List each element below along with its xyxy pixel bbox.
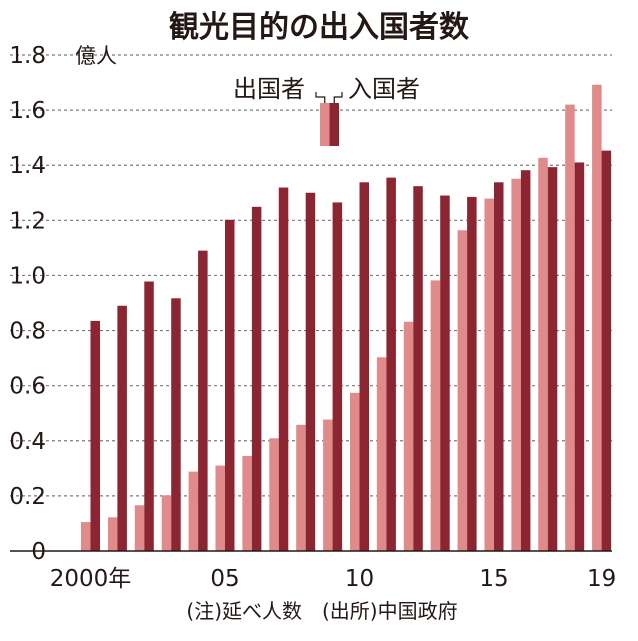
bar-inbound-2002: [144, 281, 154, 551]
legend-label-inbound: 入国者: [348, 75, 420, 103]
bar-outbound-2013: [430, 280, 441, 551]
legend-swatch-inbound: [329, 103, 339, 146]
bar-outbound-2005: [215, 465, 225, 551]
x-tick-label: 2000年: [50, 566, 132, 592]
legend-leader-outbound: [315, 92, 326, 103]
bar-outbound-2019: [592, 84, 602, 551]
bar-inbound-2010: [359, 182, 369, 551]
x-tick-label: 05: [210, 566, 239, 592]
bar-inbound-2011: [386, 177, 396, 551]
bar-inbound-2013: [440, 195, 450, 552]
bar-inbound-2017: [547, 167, 558, 551]
x-axis-ticks: 2000年 05 10 15 19: [50, 566, 617, 592]
x-tick-label: 15: [479, 566, 508, 592]
bar-outbound-2018: [565, 104, 575, 551]
y-tick-label: 1.6: [9, 98, 46, 124]
legend-label-outbound: 出国者: [233, 75, 305, 103]
x-tick-label: 10: [345, 566, 374, 592]
y-tick-label: 1.0: [9, 263, 46, 289]
bars: [81, 84, 612, 552]
bar-outbound-2010: [350, 392, 360, 551]
bar-outbound-2012: [403, 321, 414, 551]
y-tick-label: 0.4: [9, 429, 46, 455]
bar-outbound-2004: [188, 471, 199, 551]
bar-outbound-2015: [484, 198, 494, 551]
bar-outbound-2002: [134, 505, 145, 551]
bar-inbound-2019: [601, 150, 612, 551]
bar-outbound-2011: [376, 357, 387, 551]
x-tick-label: 19: [587, 566, 616, 592]
y-tick-label: 1.8: [9, 43, 46, 69]
chart-note: (注)延べ人数 (出所)中国政府: [186, 599, 457, 623]
y-axis-unit: 億人: [75, 44, 117, 68]
bar-inbound-2007: [278, 187, 289, 551]
bar-inbound-2009: [332, 202, 343, 551]
bar-inbound-2005: [225, 219, 235, 551]
legend-swatch-outbound: [320, 103, 330, 146]
y-tick-label: 0.6: [9, 374, 46, 400]
bar-outbound-2000: [81, 522, 91, 551]
y-tick-label: 1.2: [9, 208, 46, 234]
bar-outbound-2007: [269, 438, 279, 551]
bar-inbound-2014: [467, 196, 477, 551]
y-tick-label: 0.8: [9, 319, 46, 345]
y-tick-label: 1.4: [9, 153, 46, 179]
legend-leader-inbound: [333, 92, 343, 103]
bar-inbound-2006: [251, 206, 262, 551]
bar-outbound-2008: [296, 424, 306, 551]
y-tick-label: 0.2: [9, 484, 46, 510]
bar-inbound-2008: [305, 192, 316, 551]
bar-inbound-2016: [520, 170, 531, 551]
bar-inbound-2001: [117, 305, 127, 551]
bar-outbound-2003: [161, 495, 172, 551]
bar-inbound-2012: [413, 186, 423, 552]
bar-outbound-2014: [457, 230, 468, 551]
bar-outbound-2017: [538, 157, 548, 551]
bar-inbound-2000: [90, 320, 100, 551]
legend: 出国者 入国者: [233, 75, 420, 146]
chart-title: 観光目的の出入国者数: [169, 10, 470, 45]
y-axis-ticks: 0 0.2 0.4 0.6 0.8 1.0 1.2 1.4 1.6 1.8: [9, 43, 46, 565]
bar-outbound-2006: [242, 455, 252, 551]
bar-inbound-2018: [574, 162, 585, 551]
bar-outbound-2001: [107, 517, 118, 551]
bar-outbound-2016: [511, 178, 521, 552]
y-tick-label: 0: [31, 539, 46, 565]
bar-inbound-2003: [171, 298, 181, 551]
bar-outbound-2009: [323, 419, 333, 551]
bar-inbound-2004: [198, 250, 208, 551]
bar-inbound-2015: [494, 182, 504, 551]
